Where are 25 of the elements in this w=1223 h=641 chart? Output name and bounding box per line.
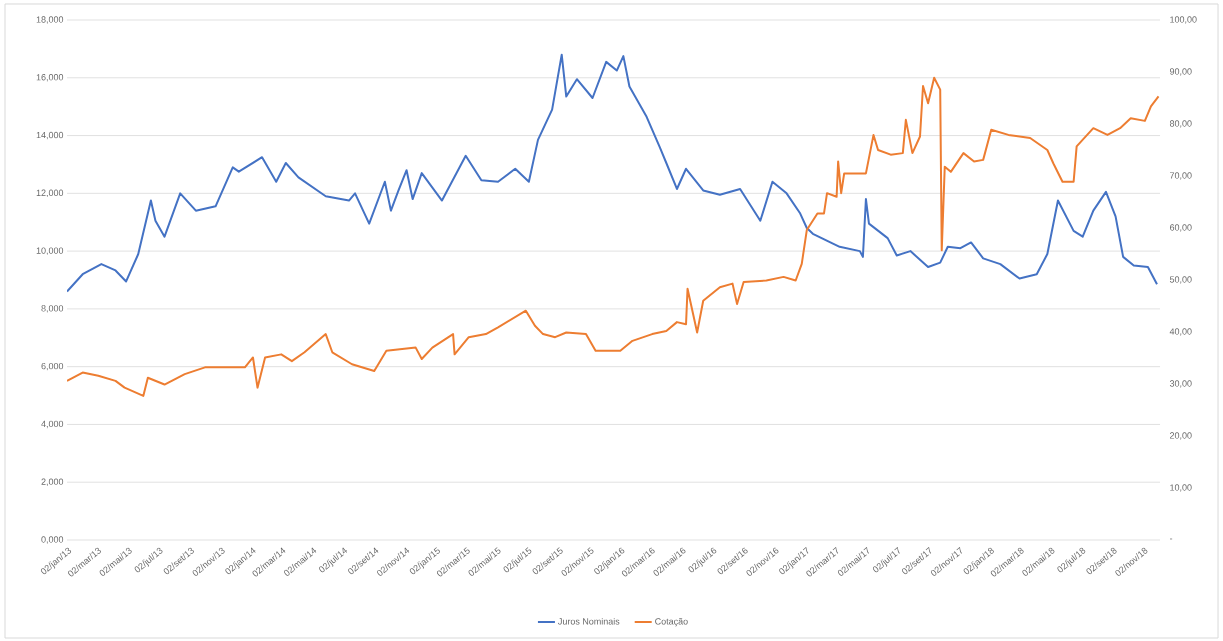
y2-tick-label: 70,00 bbox=[1170, 172, 1192, 180]
y2-tick-label: 30,00 bbox=[1169, 380, 1192, 388]
y-tick-label: 10,000 bbox=[36, 247, 64, 255]
y-tick-label: 6,000 bbox=[41, 362, 64, 371]
legend-label: Cotação bbox=[655, 618, 688, 627]
line-series bbox=[67, 53, 1158, 293]
y-tick-label: 16,000 bbox=[36, 74, 64, 82]
y2-tick-label: 50,00 bbox=[1169, 276, 1192, 284]
y-tick-label: 4,000 bbox=[41, 420, 64, 429]
y2-tick-label: 90,00 bbox=[1169, 68, 1192, 76]
y-tick-label: 18,000 bbox=[36, 16, 64, 24]
y2-tick-label: 20,00 bbox=[1170, 432, 1192, 440]
y2-tick-label: 10,00 bbox=[1170, 484, 1192, 492]
y2-tick-label: 40,00 bbox=[1169, 328, 1192, 336]
y2-tick-label: 80,00 bbox=[1169, 120, 1192, 128]
y-tick-label: 0,000 bbox=[41, 536, 64, 544]
y-tick-label: 14,000 bbox=[36, 131, 64, 140]
y2-tick-label: - bbox=[1169, 538, 1173, 540]
y-tick-label: 2,000 bbox=[41, 478, 64, 486]
y-tick-label: 8,000 bbox=[41, 305, 64, 313]
legend-label: Juros Nominais bbox=[558, 618, 620, 625]
y-tick-label: 12,000 bbox=[36, 189, 64, 198]
y2-tick-label: 100,00 bbox=[1170, 16, 1197, 24]
y2-tick-label: 60,00 bbox=[1170, 224, 1192, 232]
line-series bbox=[67, 76, 1160, 397]
